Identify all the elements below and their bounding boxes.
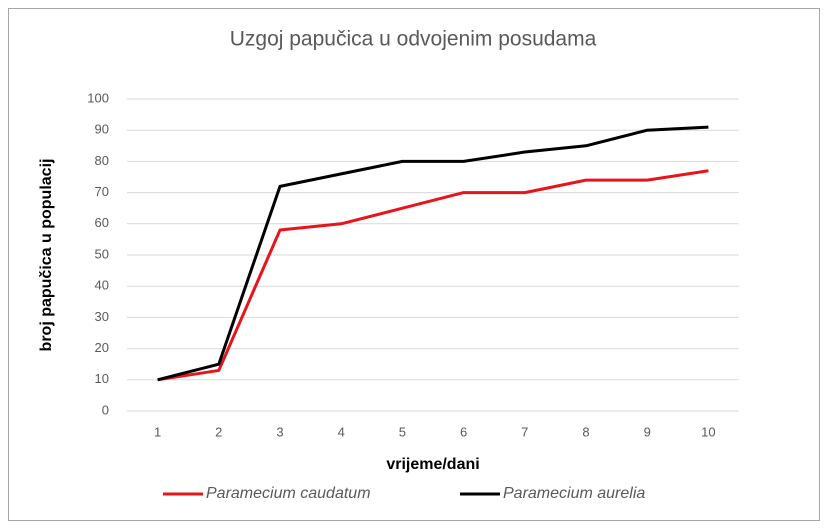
x-tick-label: 3 (276, 424, 283, 439)
x-tick-label: 9 (644, 424, 651, 439)
y-tick-label: 70 (95, 184, 109, 199)
x-tick-label: 1 (154, 424, 161, 439)
y-tick-label: 100 (87, 90, 109, 105)
y-tick-label: 90 (95, 122, 109, 137)
chart-frame (8, 8, 820, 521)
y-axis-label: broj papučica u populacij (38, 159, 55, 352)
data-line (157, 125, 709, 382)
x-tick-label: 5 (399, 424, 406, 439)
y-tick-label: 80 (95, 153, 109, 168)
y-tick-label: 0 (102, 402, 109, 417)
x-tick-label: 4 (338, 424, 345, 439)
y-tick-label: 20 (95, 340, 109, 355)
y-tick-label: 30 (95, 309, 109, 324)
legend-label: Paramecium caudatum (206, 485, 371, 502)
data-line (157, 169, 709, 382)
y-tick-label: 40 (95, 278, 109, 293)
x-tick-label: 2 (215, 424, 222, 439)
chart-title: Uzgoj papučica u odvojenim posudama (230, 28, 597, 51)
y-tick-label: 50 (95, 246, 109, 261)
y-tick-label: 60 (95, 215, 109, 230)
x-tick-label: 6 (460, 424, 467, 439)
x-tick-label: 8 (582, 424, 589, 439)
x-tick-label: 7 (521, 424, 528, 439)
y-tick-label: 10 (95, 371, 109, 386)
x-axis-label: vrijeme/dani (386, 456, 479, 473)
x-tick-label: 10 (701, 424, 715, 439)
legend-label: Paramecium aurelia (503, 485, 645, 502)
